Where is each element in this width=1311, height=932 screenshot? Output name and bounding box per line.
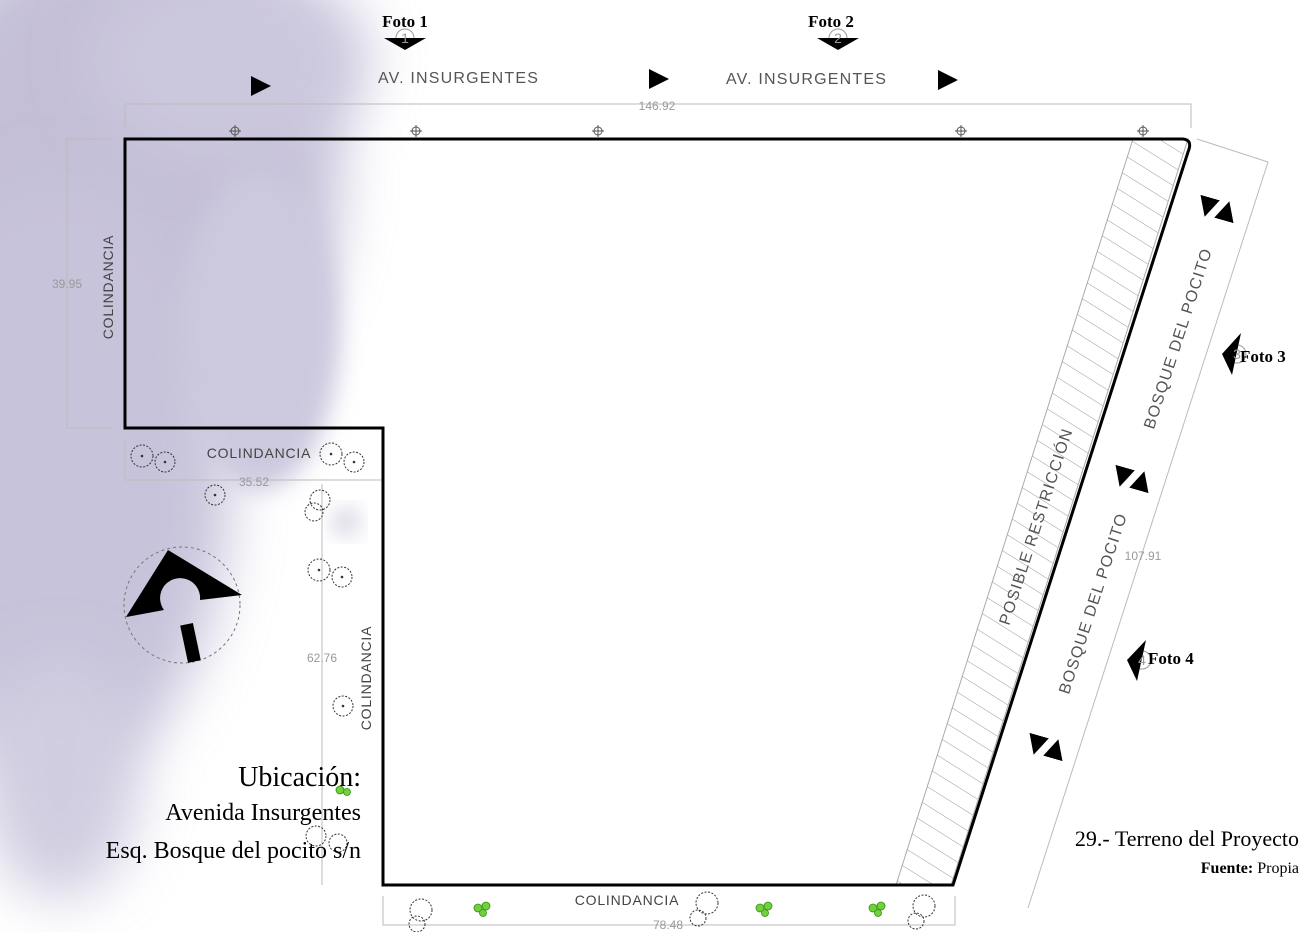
dimension-left: 39.95 [52, 277, 82, 291]
photo-label-4: Foto 4 [1148, 649, 1194, 668]
street-name-top-right: AV. INSURGENTES [726, 71, 887, 88]
street-name-right-lower: BOSQUE DEL POCITO [1056, 511, 1131, 696]
photo-marker-1: Foto 1 1 [382, 12, 428, 50]
figure-source-value: Propia [1257, 860, 1299, 877]
photo-marker-2: Foto 2 2 [808, 12, 859, 50]
photo-label-3: Foto 3 [1240, 347, 1286, 366]
location-title: Ubicación: [238, 762, 361, 793]
photo-marker-3: 3 Foto 3 [1222, 333, 1286, 375]
street-name-top-left: AV. INSURGENTES [378, 70, 539, 87]
dimension-inner: 62.76 [307, 651, 337, 665]
colindancia-middle: COLINDANCIA [207, 445, 311, 461]
dimension-step: 35.52 [239, 475, 269, 489]
watercolor-wash [0, 0, 370, 900]
figure-source: Fuente: Propia [1201, 860, 1299, 878]
two-way-arrow-right-1 [1200, 194, 1234, 224]
colindancia-inner: COLINDANCIA [358, 626, 374, 730]
photo-label-2: Foto 2 [808, 12, 854, 31]
photo-number-4: 4 [1138, 652, 1146, 668]
dimension-lines [66, 103, 1269, 926]
two-way-arrow-right-3 [1029, 732, 1063, 762]
street-name-right-upper: BOSQUE DEL POCITO [1141, 246, 1216, 431]
photo-label-1: Foto 1 [382, 12, 428, 31]
colindancia-left: COLINDANCIA [100, 235, 116, 339]
tree-centers [140, 452, 356, 708]
dimension-bottom: 78.48 [653, 918, 683, 932]
colindancia-bottom: COLINDANCIA [575, 892, 679, 908]
traffic-arrows [251, 69, 1234, 762]
figure-source-label: Fuente: [1200, 860, 1254, 877]
green-shrubs [335, 785, 886, 917]
location-line-1: Avenida Insurgentes [165, 800, 361, 826]
north-arrow-icon [123, 546, 242, 664]
trees [130, 442, 936, 932]
dimension-right: 107.91 [1125, 549, 1162, 563]
photo-number-1: 1 [401, 30, 409, 46]
two-way-arrow-right-2 [1115, 464, 1149, 494]
photo-number-3: 3 [1233, 346, 1241, 362]
location-line-2: Esq. Bosque del pocito s/n [105, 838, 361, 864]
photo-number-2: 2 [834, 30, 842, 46]
property-boundary [123, 137, 1192, 887]
figure-title: 29.- Terreno del Proyecto [1074, 826, 1299, 851]
dimension-top: 146.92 [639, 99, 676, 113]
survey-markers [229, 125, 1149, 137]
photo-marker-4: 4 Foto 4 [1127, 640, 1194, 681]
